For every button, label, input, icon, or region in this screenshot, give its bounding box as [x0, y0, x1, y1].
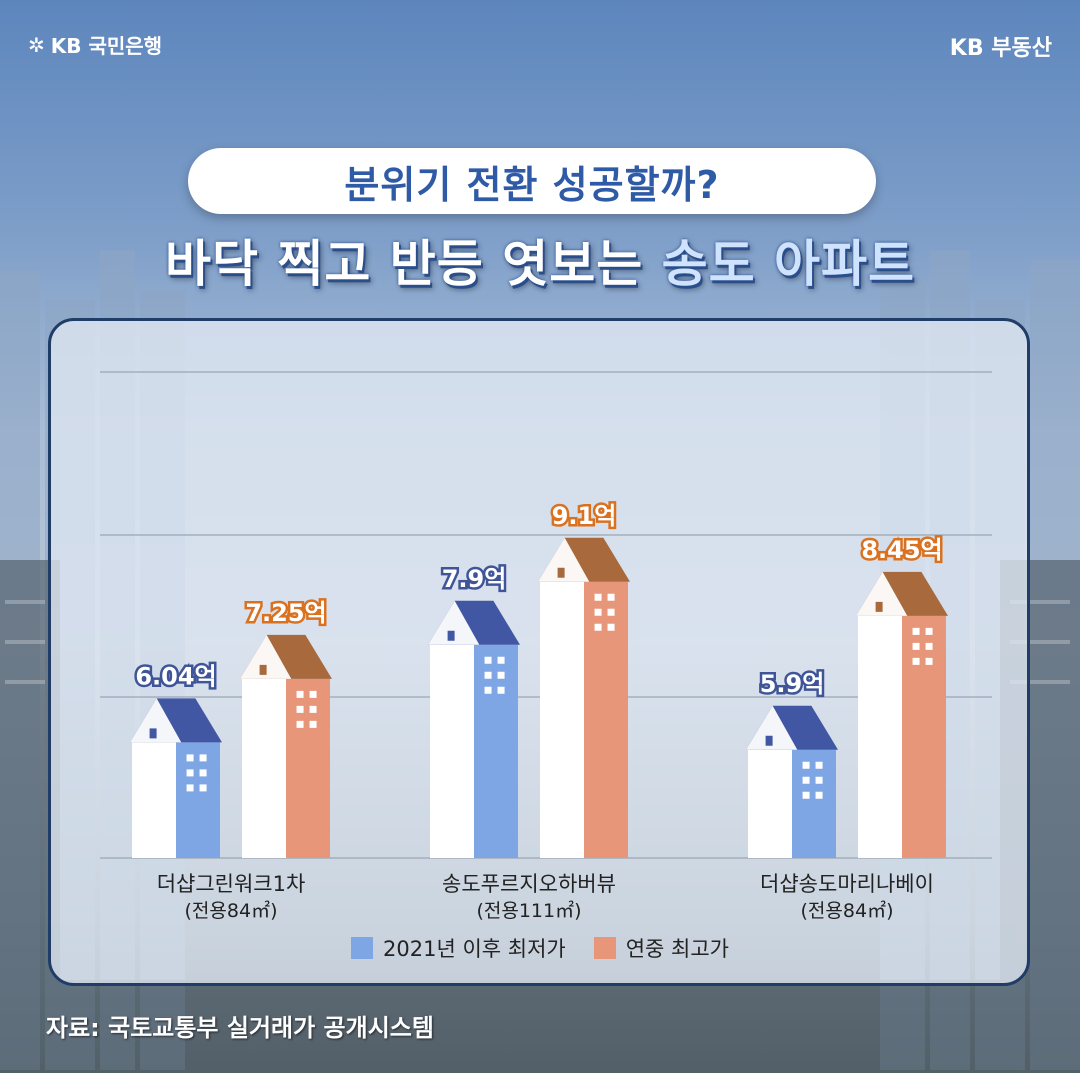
- legend: 2021년 이후 최저가 연중 최고가: [0, 933, 1080, 963]
- building-window: [309, 690, 317, 698]
- category-sublabel: (전용84㎡): [801, 899, 894, 922]
- source-note: 자료: 국토교통부 실거래가 공개시스템: [46, 1014, 434, 1042]
- headline: 바닥 찍고 반등 엿보는 송도 아파트: [0, 224, 1080, 296]
- building-window: [925, 642, 933, 650]
- bar-low-2021: [176, 742, 220, 858]
- building-window: [484, 686, 492, 694]
- gable-window: [259, 664, 267, 675]
- building-window: [802, 776, 810, 784]
- legend-item-high: 연중 최고가: [593, 933, 729, 963]
- building-window: [497, 656, 505, 664]
- building-window: [199, 769, 207, 777]
- kb-realty-logo: KB 부동산: [949, 36, 1052, 61]
- building-window: [925, 657, 933, 665]
- building-gable: [428, 600, 480, 645]
- building-window: [815, 761, 823, 769]
- building-gable: [240, 634, 292, 679]
- building-window: [497, 686, 505, 694]
- headline-part2: 송도 아파트: [661, 235, 916, 293]
- value-label: 9.1억: [552, 502, 617, 530]
- category-label: 더샵송도마리나베이: [760, 872, 934, 896]
- building-window: [296, 690, 304, 698]
- building-window: [497, 671, 505, 679]
- gable-window: [447, 630, 455, 641]
- building-front-face: [858, 615, 902, 858]
- building-window: [912, 627, 920, 635]
- building-window: [607, 623, 615, 631]
- building-gable: [746, 705, 798, 750]
- building-window: [802, 791, 810, 799]
- headline-part1: 바닥 찍고 반등 엿보는: [164, 235, 662, 293]
- building-window: [186, 754, 194, 762]
- building-window: [802, 761, 810, 769]
- subtitle-text: 분위기 전환 성공할까?: [344, 162, 720, 207]
- building-window: [815, 791, 823, 799]
- kb-star-icon: ✲: [28, 32, 45, 57]
- category-sublabel: (전용111㎡): [476, 899, 581, 922]
- category-sublabel: (전용84㎡): [185, 899, 278, 922]
- building-front-face: [430, 644, 474, 858]
- building-window: [815, 776, 823, 784]
- building-window: [607, 593, 615, 601]
- bar-low-2021: [792, 749, 836, 858]
- category-label: 송도푸르지오하버뷰: [442, 872, 616, 896]
- building-window: [594, 593, 602, 601]
- gable-window: [557, 567, 565, 578]
- building-window: [309, 720, 317, 728]
- bar-low-2021: [474, 644, 518, 858]
- building-window: [594, 623, 602, 631]
- building-front-face: [242, 678, 286, 858]
- building-gable: [856, 571, 908, 616]
- gable-window: [875, 601, 883, 612]
- value-label: 8.45억: [861, 536, 942, 564]
- category-label: 더샵그린워크1차: [157, 872, 306, 896]
- building-window: [925, 627, 933, 635]
- legend-swatch-high: [593, 937, 616, 959]
- building-window: [186, 784, 194, 792]
- value-label: 7.9억: [442, 565, 507, 593]
- building-window: [607, 608, 615, 616]
- value-label: 6.04억: [135, 662, 216, 690]
- legend-label-low: 2021년 이후 최저가: [383, 937, 566, 961]
- building-window: [199, 754, 207, 762]
- building-window: [484, 656, 492, 664]
- building-window: [186, 769, 194, 777]
- legend-item-low: 2021년 이후 최저가: [351, 933, 566, 963]
- building-window: [912, 642, 920, 650]
- building-front-face: [132, 742, 176, 858]
- building-window: [309, 705, 317, 713]
- subtitle-pill: 분위기 전환 성공할까?: [188, 148, 876, 214]
- building-window: [594, 608, 602, 616]
- building-window: [296, 720, 304, 728]
- bar-high-yearly: [902, 615, 946, 858]
- legend-label-high: 연중 최고가: [625, 937, 729, 961]
- building-front-face: [540, 581, 584, 858]
- building-window: [484, 671, 492, 679]
- building-window: [912, 657, 920, 665]
- value-label: 7.25억: [245, 599, 326, 627]
- building-front-face: [748, 749, 792, 858]
- kb-bank-logo: ✲ KB 국민은행: [28, 30, 162, 59]
- legend-swatch-low: [351, 937, 373, 959]
- kb-bank-name: KB 국민은행: [50, 34, 163, 58]
- gable-window: [149, 728, 157, 739]
- bar-high-yearly: [286, 678, 330, 858]
- building-gable: [130, 698, 182, 743]
- building-gable: [538, 537, 590, 582]
- building-window: [199, 784, 207, 792]
- value-label: 5.9억: [760, 670, 825, 698]
- building-window: [296, 705, 304, 713]
- gable-window: [765, 735, 773, 746]
- bar-high-yearly: [584, 581, 628, 858]
